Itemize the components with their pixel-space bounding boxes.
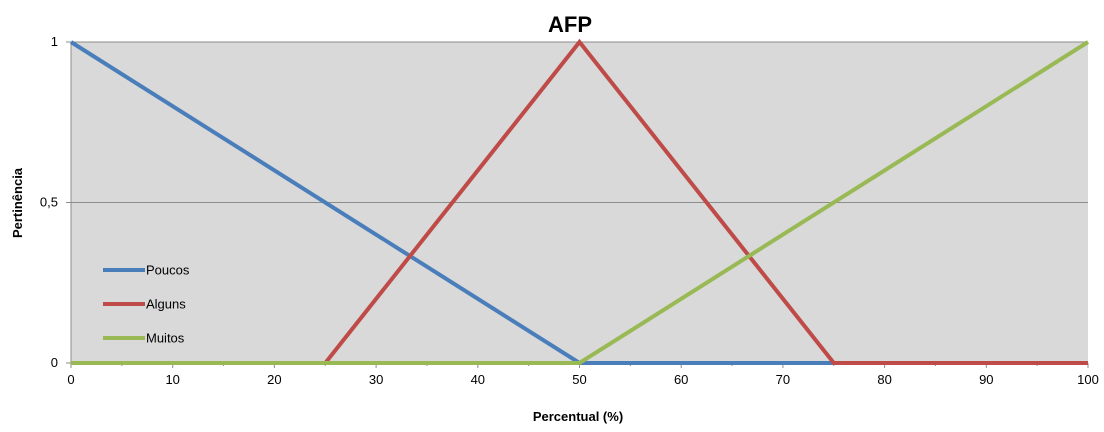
x-axis-title: Percentual (%): [533, 409, 623, 424]
legend-label-alguns: Alguns: [146, 297, 186, 312]
y-tick-labels: 00,51: [40, 34, 58, 370]
x-tick-label-0: 0: [67, 372, 74, 387]
legend-label-muitos: Muitos: [146, 331, 185, 346]
x-tick-label-9: 90: [979, 372, 993, 387]
y-axis-title: Pertinência: [10, 167, 25, 238]
x-tick-label-6: 60: [674, 372, 688, 387]
x-tick-label-2: 20: [267, 372, 281, 387]
x-tick-label-1: 10: [165, 372, 179, 387]
x-tick-label-5: 50: [572, 372, 586, 387]
legend-label-poucos: Poucos: [146, 263, 190, 278]
x-tick-label-4: 40: [471, 372, 485, 387]
x-tick-label-8: 80: [877, 372, 891, 387]
x-tick-label-10: 100: [1077, 372, 1099, 387]
chart-title: AFP: [548, 12, 592, 37]
legend: Poucos Alguns Muitos: [103, 263, 190, 346]
y-tick-label-0: 0: [51, 355, 58, 370]
y-tick-label-1: 0,5: [40, 195, 58, 210]
x-tick-label-7: 70: [776, 372, 790, 387]
x-tick-labels: 0 10 20 30 40 50 60 70 80 90 100: [67, 372, 1098, 387]
y-tick-label-2: 1: [51, 34, 58, 49]
x-tick-label-3: 30: [369, 372, 383, 387]
series-line-muitos: [71, 40, 1090, 365]
series-layer: [69, 38, 1090, 365]
